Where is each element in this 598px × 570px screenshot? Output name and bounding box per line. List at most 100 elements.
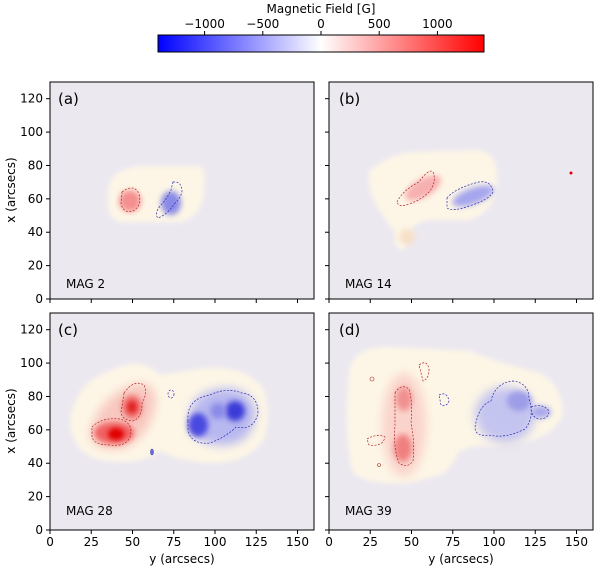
panel-d-positive-blob-1 xyxy=(394,434,412,462)
colorbar-gradient xyxy=(157,34,485,53)
y-tick-label: 120 xyxy=(20,323,43,337)
xlabel-left: y (arcsecs) xyxy=(149,552,214,566)
xlabel-right: y (arcsecs) xyxy=(428,552,493,566)
panel-a-frame xyxy=(49,81,315,300)
x-tick-label: 75 xyxy=(445,535,460,549)
panel-b: (b) MAG 14 xyxy=(325,81,594,303)
x-tick-label: 25 xyxy=(363,535,378,549)
colorbar: Magnetic Field [G] −1000 −500 0 500 1000 xyxy=(157,2,485,53)
panel-d-negative-blob xyxy=(507,391,531,411)
panel-c-negative-blob-2 xyxy=(225,401,245,421)
panel-c-frame xyxy=(49,312,315,531)
panel-a-positive-blob xyxy=(119,190,141,212)
panel-c-negative-fleck-2 xyxy=(150,448,154,456)
panel-b-positive-blob xyxy=(405,175,441,201)
panel-b-positive-contour xyxy=(396,170,435,206)
x-tick-label: 50 xyxy=(125,535,140,549)
panel-d-positive-blob-2 xyxy=(396,387,412,411)
colorbar-tick-label: 500 xyxy=(368,17,391,31)
panel-c-yticks: 0 20 40 60 80 100 120 xyxy=(20,323,50,537)
panel-c-field xyxy=(70,363,268,463)
x-tick-label: 150 xyxy=(286,535,309,549)
x-tick-label: 25 xyxy=(84,535,99,549)
y-tick-label: 80 xyxy=(28,158,43,172)
panel-c-positive-contour-2 xyxy=(120,382,146,422)
panel-d-negative-contour-1 xyxy=(474,380,532,437)
panel-d-field xyxy=(346,347,563,484)
panel-a-name: MAG 2 xyxy=(66,277,105,291)
panel-a-field xyxy=(107,166,205,222)
panel-a-xticks xyxy=(49,299,298,303)
panel-d-positive-contour-2 xyxy=(418,362,430,382)
colorbar-tick-label: 1000 xyxy=(422,17,453,31)
panel-c-positive-contour-1 xyxy=(91,418,132,446)
x-tick-label: 50 xyxy=(404,535,419,549)
x-tick-label: 100 xyxy=(204,535,227,549)
colorbar-tick-label: −1000 xyxy=(184,17,225,31)
colorbar-ticks: −1000 −500 0 500 1000 xyxy=(184,17,453,35)
colorbar-tick-label: −500 xyxy=(246,17,279,31)
panel-d-speck-2 xyxy=(377,463,381,467)
x-tick-label: 75 xyxy=(166,535,181,549)
panel-c-positive-core-2 xyxy=(127,401,137,413)
ylabel-top: x (arcsecs) xyxy=(4,157,18,222)
ylabel-bottom: x (arcsecs) xyxy=(4,388,18,453)
panel-b-yticks xyxy=(325,98,329,300)
y-tick-label: 60 xyxy=(28,423,43,437)
panel-b-speck xyxy=(569,171,573,175)
colorbar-label: Magnetic Field [G] xyxy=(267,2,376,16)
panel-a-yticks: 0 20 40 60 80 100 120 xyxy=(20,92,50,306)
x-tick-label: 125 xyxy=(245,535,268,549)
panel-c-negative-blob-1 xyxy=(188,413,208,437)
panel-b-field xyxy=(368,150,573,250)
y-tick-label: 60 xyxy=(28,192,43,206)
panel-c-label: (c) xyxy=(58,321,78,339)
panel-c-positive-core-1 xyxy=(108,428,124,440)
x-tick-label: 0 xyxy=(325,535,333,549)
panel-d-positive-contour-3 xyxy=(366,435,386,446)
panel-b-frame xyxy=(328,81,594,300)
panel-a-positive-contour xyxy=(120,187,141,213)
y-tick-label: 120 xyxy=(20,92,43,106)
panel-b-mask xyxy=(368,150,498,250)
panel-b-label: (b) xyxy=(339,90,360,108)
y-tick-label: 40 xyxy=(28,456,43,470)
panel-c: (c) MAG 28 0 25 50 75 100 125 150 0 20 40 60 80 100… xyxy=(20,312,315,549)
panel-c-name: MAG 28 xyxy=(66,504,113,518)
y-tick-label: 20 xyxy=(28,259,43,273)
panel-c-negative-contour xyxy=(187,390,259,444)
panel-d-negative-blob-2 xyxy=(531,406,551,418)
panel-b-xticks xyxy=(328,299,577,303)
x-tick-label: 125 xyxy=(524,535,547,549)
colorbar-tick-label: 0 xyxy=(317,17,325,31)
panel-a-negative-contour xyxy=(156,181,183,219)
panel-c-negative-fleck-1 xyxy=(167,389,175,399)
x-tick-label: 100 xyxy=(483,535,506,549)
x-tick-label: 150 xyxy=(565,535,588,549)
panel-b-negative-blob xyxy=(452,185,494,207)
panel-d-negative-contour-3 xyxy=(438,393,450,406)
panel-a-label: (a) xyxy=(58,90,79,108)
y-tick-label: 20 xyxy=(28,490,43,504)
panel-a: (a) MAG 2 0 20 40 60 80 100 120 xyxy=(20,81,315,306)
x-tick-label: 0 xyxy=(46,535,54,549)
panel-d-positive-haze xyxy=(382,373,426,477)
y-tick-label: 80 xyxy=(28,389,43,403)
panel-d-yticks xyxy=(325,329,329,531)
panel-d: (d) MAG 39 0 25 50 75 100 125 150 xyxy=(325,312,594,549)
panel-d-label: (d) xyxy=(339,321,360,339)
y-tick-label: 100 xyxy=(20,125,43,139)
y-tick-label: 0 xyxy=(35,523,43,537)
panel-d-name: MAG 39 xyxy=(345,504,392,518)
panel-d-speck-1 xyxy=(369,376,375,382)
y-tick-label: 100 xyxy=(20,356,43,370)
panel-b-name: MAG 14 xyxy=(345,277,392,291)
panel-d-negative-contour-2 xyxy=(530,405,550,420)
panel-c-negative-blob-3 xyxy=(210,403,226,419)
y-tick-label: 40 xyxy=(28,225,43,239)
y-tick-label: 0 xyxy=(35,292,43,306)
panel-d-positive-contour-1 xyxy=(394,386,415,466)
panel-d-frame xyxy=(328,312,594,531)
panel-a-negative-blob xyxy=(161,191,181,215)
